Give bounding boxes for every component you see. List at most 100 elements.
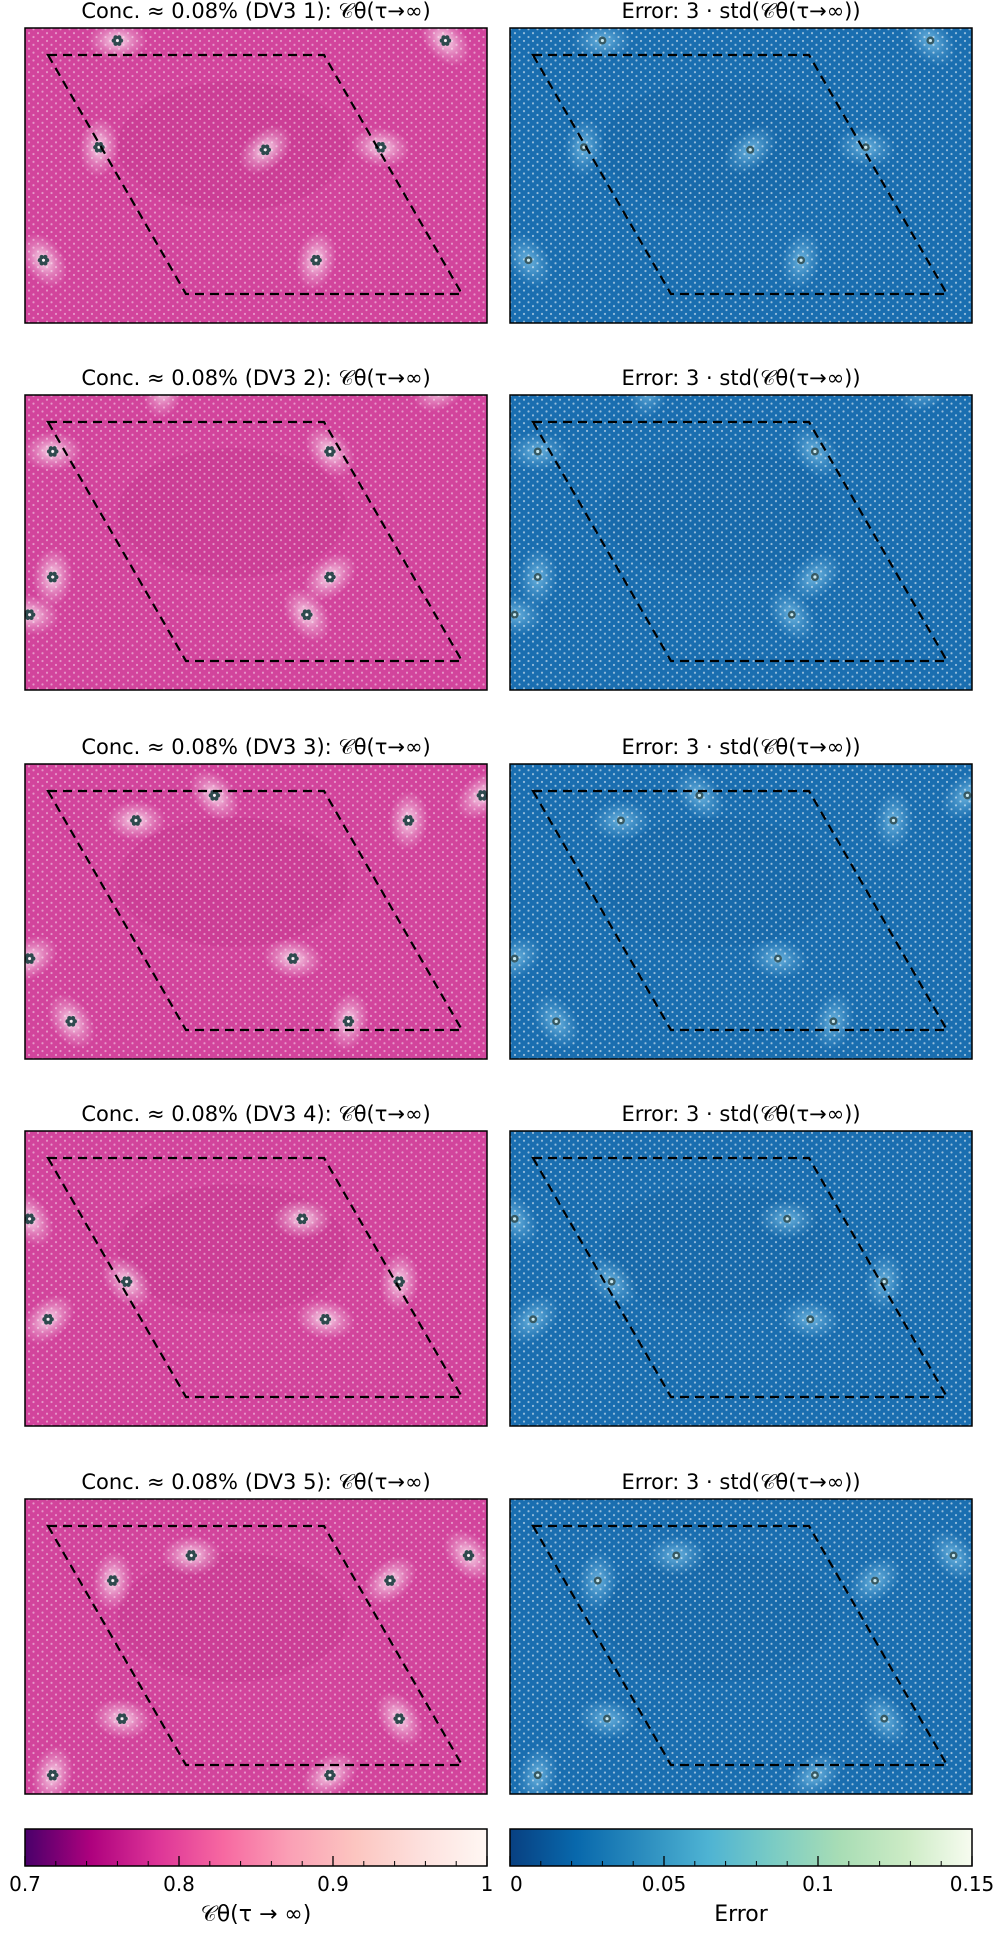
panel-left-4: Conc. ≈ 0.08% (DV3 4): 𝒞θ(τ→∞) — [24, 1102, 488, 1427]
defect-marker — [111, 35, 124, 46]
defect-marker — [25, 609, 36, 620]
panel-frame — [509, 1130, 973, 1427]
defect-marker — [510, 1214, 519, 1223]
defect-marker — [672, 1551, 681, 1560]
defect-marker — [25, 953, 36, 964]
panel-frame — [509, 763, 973, 1060]
panel-frame — [24, 27, 488, 324]
defect-marker — [319, 1313, 332, 1325]
defect-marker — [287, 953, 299, 964]
supercell-outline — [46, 420, 464, 663]
defect-marker — [402, 815, 415, 826]
defect-marker — [116, 1713, 128, 1724]
panel-left-1: Conc. ≈ 0.08% (DV3 1): 𝒞θ(τ→∞) — [24, 0, 488, 324]
panel-right-5: Error: 3 · std(𝒞θ(τ→∞)) — [509, 1470, 973, 1795]
defect-marker — [949, 1551, 958, 1560]
defect-marker — [533, 1771, 542, 1780]
colorbar-tick-label: 0.7 — [9, 1872, 41, 1896]
defect-marker — [37, 254, 50, 266]
defect-marker — [393, 1713, 406, 1724]
defect-marker — [259, 144, 272, 156]
defect-marker — [324, 1769, 336, 1781]
defect-marker — [829, 1017, 838, 1026]
defect-marker — [616, 816, 625, 825]
defect-marker — [106, 1575, 119, 1586]
supercell-outline — [46, 1156, 464, 1399]
panels: Conc. ≈ 0.08% (DV3 1): 𝒞θ(τ→∞) Error: 3 ·… — [24, 0, 973, 1795]
defect-marker — [797, 256, 806, 265]
colorbar-tick-label: 0.15 — [950, 1872, 995, 1896]
defect-marker — [65, 1016, 78, 1027]
panel-frame — [509, 27, 973, 324]
panel-title: Conc. ≈ 0.08% (DV3 5): 𝒞θ(τ→∞) — [81, 1470, 430, 1494]
colorbar-gradient — [24, 1828, 488, 1867]
panel-right-3: Error: 3 · std(𝒞θ(τ→∞)) — [509, 735, 973, 1060]
defect-marker — [806, 1315, 815, 1324]
panel-right-4: Error: 3 · std(𝒞θ(τ→∞)) — [509, 1102, 973, 1427]
defect-marker — [963, 791, 972, 800]
colorbar-tick-label: 0.05 — [642, 1872, 687, 1896]
defect-marker — [926, 36, 935, 45]
supercell-outline — [531, 1156, 949, 1399]
colorbar-gradient — [509, 1828, 973, 1867]
supercell-outline — [46, 53, 464, 296]
defect-marker — [810, 1771, 819, 1780]
defect-marker — [922, 385, 930, 393]
panel-left-2: Conc. ≈ 0.08% (DV3 2): 𝒞θ(τ→∞) — [24, 366, 488, 691]
supercell-outline — [531, 53, 949, 296]
defect-marker — [46, 571, 59, 583]
colorbar-tick-label: 0.1 — [802, 1872, 834, 1896]
colorbar-tick-label: 0 — [510, 1872, 523, 1896]
defect-marker — [861, 143, 870, 152]
defect-marker — [533, 447, 542, 456]
panel-left-5: Conc. ≈ 0.08% (DV3 5): 𝒞θ(τ→∞) — [24, 1470, 488, 1795]
defect-marker — [746, 145, 755, 154]
defect-marker — [524, 256, 533, 265]
panel-title: Conc. ≈ 0.08% (DV3 1): 𝒞θ(τ→∞) — [81, 0, 430, 23]
panel-left-3: Conc. ≈ 0.08% (DV3 3): 𝒞θ(τ→∞) — [24, 735, 488, 1060]
defect-marker — [533, 573, 542, 582]
defect-marker — [439, 35, 452, 46]
colorbar-tick-label: 0.8 — [163, 1872, 195, 1896]
defect-marker — [324, 571, 336, 583]
defect-marker — [130, 815, 142, 826]
colorbars: 0.7 0.8 0.9 1 𝒞θ(τ → ∞) 0 0.05 0.1 0.15 Error — [9, 1828, 995, 1927]
supercell-outline — [531, 1524, 949, 1767]
defect-marker — [310, 254, 322, 266]
defect-marker — [579, 143, 588, 152]
supercell-outline — [531, 420, 949, 663]
defect-marker — [529, 1315, 538, 1324]
defect-marker — [783, 1214, 792, 1223]
defect-marker — [810, 447, 819, 456]
defect-marker — [603, 1714, 612, 1723]
supercell-outline — [46, 789, 464, 1032]
defect-marker — [42, 1313, 54, 1325]
panel-frame — [509, 394, 973, 691]
panel-frame — [24, 763, 488, 1060]
defect-marker — [25, 1213, 36, 1225]
defect-marker — [773, 954, 782, 963]
defect-marker — [552, 1017, 561, 1026]
panel-right-2: Error: 3 · std(𝒞θ(τ→∞)) — [509, 366, 973, 691]
defect-marker — [607, 1277, 616, 1286]
defect-marker — [510, 610, 519, 619]
supercell-outline — [46, 1524, 464, 1767]
defect-marker — [810, 573, 819, 582]
panel-frame — [24, 394, 488, 691]
defect-marker — [695, 791, 704, 800]
defect-marker — [880, 1714, 889, 1723]
panel-frame — [509, 1498, 973, 1795]
colorbar-tick-label: 1 — [481, 1872, 494, 1896]
panel-title: Error: 3 · std(𝒞θ(τ→∞)) — [621, 366, 860, 390]
defect-marker — [46, 1769, 59, 1781]
defect-marker — [889, 816, 898, 825]
defect-marker — [870, 1576, 879, 1585]
colorbar-label: Error — [714, 1902, 769, 1927]
defect-marker — [324, 446, 336, 457]
defect-marker — [435, 383, 447, 394]
defect-marker — [296, 1213, 308, 1225]
panel-title: Conc. ≈ 0.08% (DV3 4): 𝒞θ(τ→∞) — [81, 1102, 430, 1126]
panel-title: Error: 3 · std(𝒞θ(τ→∞)) — [621, 1470, 860, 1494]
defect-marker — [342, 1016, 355, 1027]
